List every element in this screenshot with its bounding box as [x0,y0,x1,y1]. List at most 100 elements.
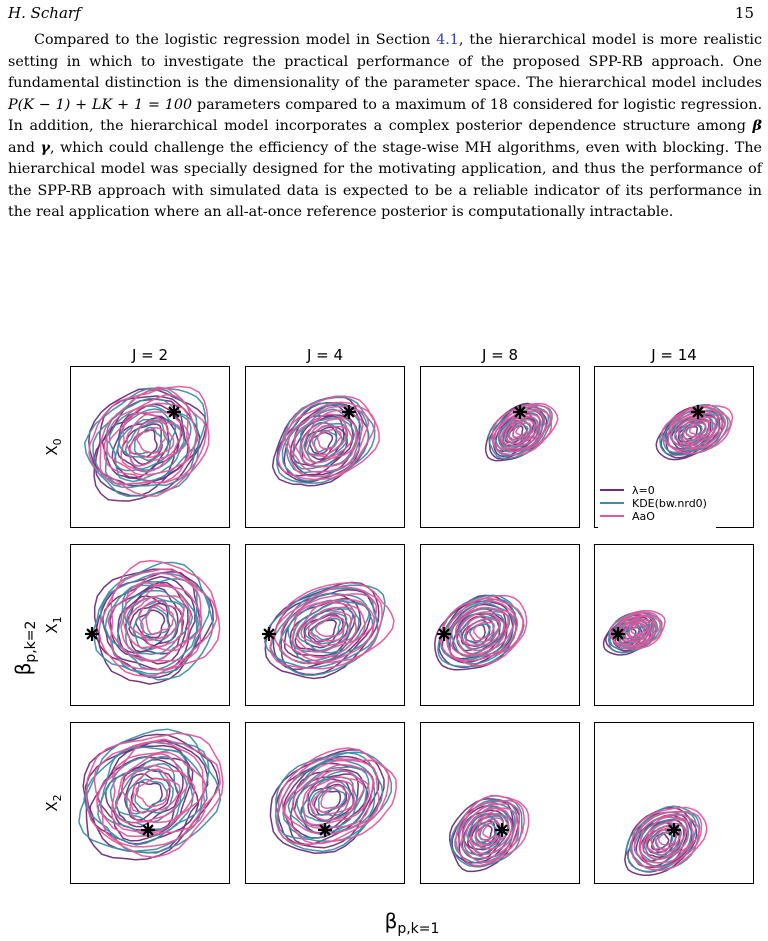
contour-line [302,768,370,826]
contour-panel [420,366,580,528]
contour-panel [245,722,405,884]
contour-line [287,405,370,473]
true-value-marker [262,627,276,641]
contour-line [472,621,495,640]
contour-line [306,776,365,821]
contour-line [458,610,509,652]
contour-line [661,404,734,454]
contour-line [439,594,528,667]
contour-line [641,816,695,860]
contour-line [269,587,379,669]
contour-line [474,813,510,847]
contour-line [469,808,513,850]
row-label: X2 [43,794,64,811]
x-axis-label: βp,k=1 [385,909,440,937]
contour-line [667,406,731,451]
column-label: J = 14 [650,346,697,364]
contour-line [645,819,689,857]
contour-line [674,412,724,447]
contour-line [269,749,385,854]
contour-line [682,421,707,441]
text-run: , the hierarchical model is more realist… [8,32,762,91]
contour-line [609,609,666,650]
section-link[interactable]: 4.1 [436,32,459,48]
contour-line [94,395,201,497]
contour-line [136,426,167,454]
contour-line [123,590,194,655]
true-value-marker [318,823,332,837]
equation: P(K − 1) + LK + 1 = 100 [8,96,193,113]
contour-line [104,397,199,486]
column-label: J = 2 [131,346,168,364]
y-axis-subscript: p,k=2 [23,621,39,663]
contour-line [276,747,397,846]
contour-line [492,404,553,453]
true-value-marker [167,405,181,419]
text-run: Compared to the logistic regression mode… [34,32,437,48]
contour-line [304,418,353,458]
contour-line [122,583,192,652]
contour-line [677,415,720,444]
contour-line [88,385,210,497]
contour-panel [245,366,405,528]
panel-frame [245,544,405,706]
contour-line [145,604,175,636]
contour-line [688,422,707,436]
contour-panel [70,544,230,706]
true-value-marker [667,823,681,837]
contour-line [445,597,524,662]
contour-line [310,617,342,641]
true-value-marker [691,405,705,419]
contour-line [300,606,357,647]
row-label: X0 [43,438,64,455]
panel-frame [70,366,230,528]
row-label-subscript: 1 [51,616,64,623]
contour-line [449,600,519,657]
contour-line [124,595,179,653]
contour-line [285,403,362,474]
contour-panel [70,366,230,528]
contour-line [465,613,506,647]
contour-line [95,570,202,679]
contour-line [120,411,191,473]
contour-line [84,740,209,854]
contour-panel [594,366,754,528]
contour-line [684,419,710,438]
contour-line [467,815,501,851]
contour-line [458,799,526,864]
author-name: H. Scharf [8,4,81,22]
row-label: X1 [43,616,64,633]
contour-line [630,624,645,636]
contour-line [269,582,395,670]
panel-frame [70,544,230,706]
contour-line [287,766,370,834]
contour-line [507,415,540,441]
row-label-letter: X [43,623,61,633]
svg-text:X1: X1 [43,616,64,633]
contour-line [312,780,355,815]
contour-line [283,759,380,835]
contour-line [109,581,189,665]
contour-line [314,615,346,638]
panel-frame [420,722,580,884]
row-label-subscript: 0 [51,438,64,445]
contour-line [316,428,342,450]
contour-line [504,413,543,445]
panel-frame [245,366,405,528]
contour-line [290,414,354,477]
contour-line [624,620,652,640]
contour-line [630,806,708,872]
contour-line [135,777,172,808]
panel-frame [594,722,754,884]
true-value-marker [141,823,155,837]
contour-line [126,413,182,467]
contour-line [512,418,537,439]
paragraph: Compared to the logistic regression mode… [8,30,762,224]
contour-line [320,784,350,810]
contour-line [278,592,374,665]
x-axis-symbol: β [385,909,398,933]
panel-frame [420,366,580,528]
